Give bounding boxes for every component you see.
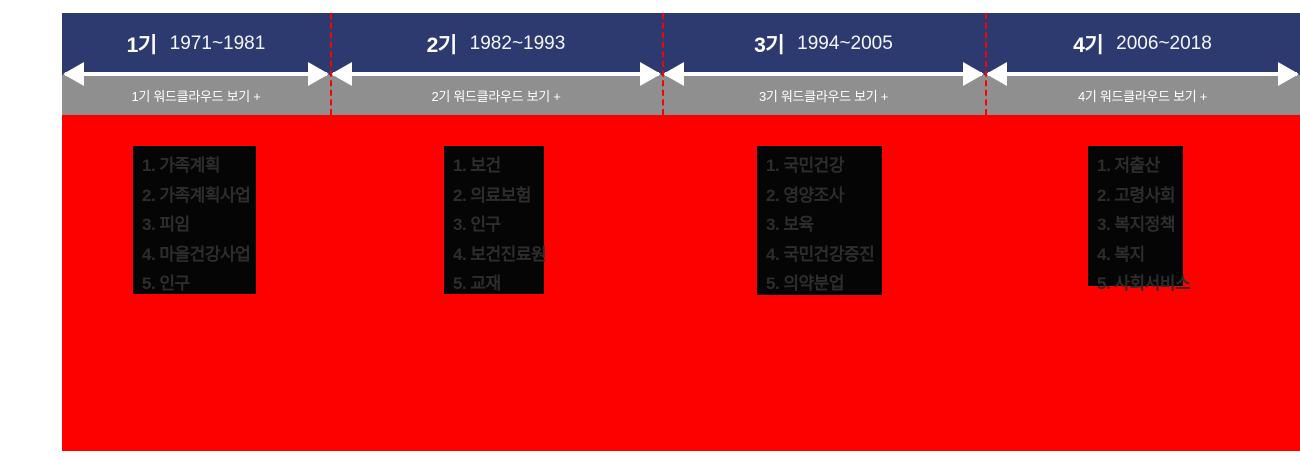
keyword-item: 3. 보육 [766,215,814,234]
timeline-banner: 1기 1971~1981 1기 워드클라우드 보기 + 2기 1982~1993… [62,13,1300,115]
period-section-2: 2기 1982~1993 2기 워드클라우드 보기 + [330,13,662,115]
keyword-item: 3. 피임 [142,215,190,234]
keyword-item: 2. 가족계획사업 [142,185,251,205]
arrow-right-icon [308,62,329,86]
keyword-item: 2. 의료보험 [453,185,531,205]
keyword-item: 1. 가족계획 [142,156,220,175]
period-years: 1994~2005 [797,33,893,54]
keyword-item: 4. 복지 [1097,244,1145,264]
period-label: 2기 [426,34,458,57]
keyword-item: 1. 저출산 [1097,156,1160,175]
keyword-item: 4. 보건진료원 [453,244,547,264]
keyword-item: 4. 마을건강사업 [142,244,251,264]
section-divider [985,13,987,115]
double-arrow-shaft [988,72,1297,76]
arrow-left-icon [63,62,84,86]
arrow-right-icon [963,62,984,86]
keyword-item: 5. 교재 [453,274,501,293]
keyword-item: 2. 고령사회 [1097,185,1175,205]
period-section-1: 1기 1971~1981 1기 워드클라우드 보기 + [62,13,330,115]
period-section-4: 4기 2006~2018 4기 워드클라우드 보기 + [985,13,1300,115]
arrow-left-icon [663,62,684,86]
keyword-item: 3. 인구 [453,215,501,234]
arrow-right-icon [1278,62,1299,86]
arrow-right-icon [640,62,661,86]
period-label: 3기 [754,34,785,57]
keyword-item: 5. 의약분업 [766,274,844,293]
section-divider [330,13,332,115]
keyword-item: 1. 보건 [453,156,501,175]
period-label: 4기 [1073,34,1104,57]
period-section-3: 3기 1994~2005 3기 워드클라우드 보기 + [662,13,985,115]
wordcloud-button-2[interactable]: 2기 워드클라우드 보기 + [330,75,662,115]
keyword-item: 2. 영양조사 [766,185,844,205]
period-header-3: 3기 1994~2005 [662,13,985,75]
wordcloud-button-4[interactable]: 4기 워드클라우드 보기 + [985,75,1300,115]
period-header-1: 1기 1971~1981 [62,13,330,75]
double-arrow-shaft [665,72,982,76]
arrow-left-icon [986,62,1007,86]
keyword-panel-1: 1. 가족계획 2. 가족계획사업 3. 피임 4. 마을건강사업 5. 인구 [133,146,256,294]
wordcloud-button-1[interactable]: 1기 워드클라우드 보기 + [62,75,330,115]
period-years: 1982~1993 [469,33,566,54]
keyword-panel-3: 1. 국민건강 2. 영양조사 3. 보육 4. 국민건강증진 5. 의약분업 [757,146,882,295]
keyword-panel-2: 1. 보건 2. 의료보험 3. 인구 4. 보건진료원 5. 교재 [444,146,547,294]
wordcloud-button-3[interactable]: 3기 워드클라우드 보기 + [662,75,985,115]
arrow-left-icon [331,62,352,86]
keyword-item: 5. 사회서비스 [1097,274,1191,293]
period-label: 1기 [126,34,158,57]
period-header-4: 4기 2006~2018 [985,13,1300,75]
keyword-panel-4: 1. 저출산 2. 고령사회 3. 복지정책 4. 복지 5. 사회서비스 [1088,146,1191,293]
section-divider [662,13,664,115]
period-years: 1971~1981 [169,33,266,54]
keyword-item: 3. 복지정책 [1097,215,1175,234]
keyword-item: 4. 국민건강증진 [766,244,875,264]
keyword-item: 1. 국민건강 [766,156,844,175]
period-header-2: 2기 1982~1993 [330,13,662,75]
keyword-item: 5. 인구 [142,274,190,293]
double-arrow-shaft [333,72,659,76]
double-arrow-shaft [65,72,327,76]
period-years: 2006~2018 [1116,33,1212,54]
